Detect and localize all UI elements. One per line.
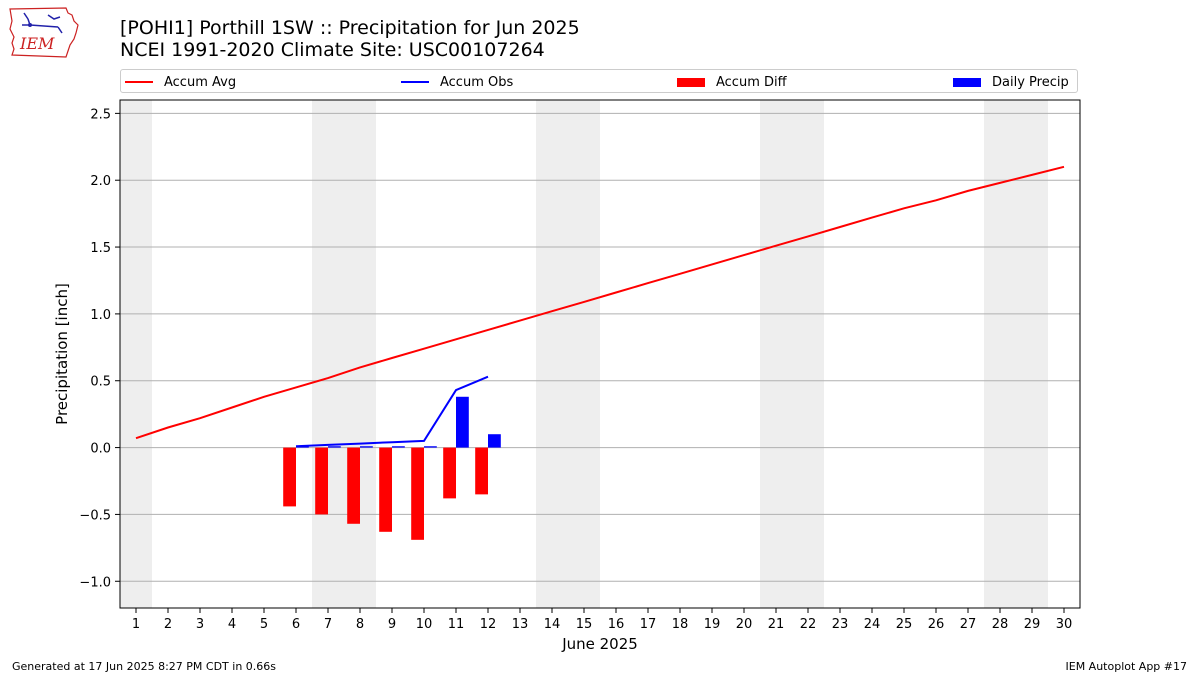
- x-tick-label: 9: [388, 617, 396, 632]
- app-credit: IEM Autoplot App #17: [1065, 660, 1188, 673]
- weekend-shade: [536, 100, 600, 608]
- x-tick-label: 15: [576, 617, 593, 632]
- y-tick-label: −1.0: [79, 575, 111, 590]
- x-tick-label: 25: [896, 617, 913, 632]
- legend-item-accum-avg: Accum Avg: [125, 73, 236, 91]
- accum-avg-line: [135, 165, 1065, 440]
- legend-swatch: [953, 77, 981, 87]
- accum-diff-bar: [475, 447, 488, 495]
- x-tick-label: 30: [1056, 617, 1073, 632]
- x-tick-label: 10: [416, 617, 433, 632]
- daily-precip-bar: [392, 446, 405, 448]
- y-tick-label: 2.5: [90, 107, 111, 122]
- accum-diff-bar: [379, 447, 392, 532]
- legend-label: Accum Obs: [440, 74, 514, 90]
- accum-diff-bar: [315, 447, 328, 515]
- x-tick-label: 23: [832, 617, 849, 632]
- daily-precip-bar: [328, 446, 341, 448]
- x-axis-label: June 2025: [561, 635, 638, 653]
- x-tick-label: 20: [736, 617, 753, 632]
- weekend-shade: [312, 100, 376, 608]
- x-tick-label: 26: [928, 617, 945, 632]
- x-tick-label: 18: [672, 617, 689, 632]
- weekend-shade: [984, 100, 1048, 608]
- y-axis-label: Precipitation [inch]: [53, 283, 71, 425]
- accum-diff-bar: [443, 447, 456, 499]
- x-tick-label: 4: [228, 617, 236, 632]
- weekend-shade: [760, 100, 824, 608]
- iowa-outline: [9, 7, 79, 58]
- y-tick-label: 1.0: [90, 308, 111, 323]
- y-tick-label: 1.5: [90, 241, 111, 256]
- x-tick-label: 17: [640, 617, 657, 632]
- weekend-shade: [120, 100, 152, 608]
- x-tick-label: 8: [356, 617, 364, 632]
- x-tick-label: 28: [992, 617, 1009, 632]
- legend-item-daily-precip: Daily Precip: [953, 73, 1069, 91]
- accum-diff-bar: [283, 447, 296, 507]
- legend-item-accum-diff: Accum Diff: [677, 73, 787, 91]
- chart-subtitle: NCEI 1991-2020 Climate Site: USC00107264: [120, 39, 545, 61]
- legend-label: Accum Avg: [164, 74, 237, 90]
- accum-obs-line: [295, 375, 489, 448]
- iem-logo: IEM: [9, 7, 79, 58]
- accum-diff-bar: [347, 447, 360, 524]
- legend-swatch: [125, 81, 153, 83]
- x-tick-label: 14: [544, 617, 561, 632]
- x-tick-label: 19: [704, 617, 721, 632]
- x-tick-label: 7: [324, 617, 332, 632]
- x-tick-label: 3: [196, 617, 204, 632]
- x-tick-label: 13: [512, 617, 529, 632]
- plot-frame: [119, 99, 1081, 609]
- y-tick-label: −0.5: [79, 508, 111, 523]
- x-tick-label: 21: [768, 617, 785, 632]
- y-tick-label: 0.5: [90, 375, 111, 390]
- legend-label: Accum Diff: [716, 74, 787, 90]
- x-tick-label: 12: [480, 617, 497, 632]
- daily-precip-bar: [456, 396, 469, 448]
- daily-precip-bar: [360, 446, 373, 448]
- legend-swatch: [401, 81, 429, 83]
- generated-timestamp: Generated at 17 Jun 2025 8:27 PM CDT in …: [12, 660, 277, 673]
- legend-label: Daily Precip: [992, 74, 1069, 90]
- x-tick-label: 11: [448, 617, 465, 632]
- x-tick-label: 16: [608, 617, 625, 632]
- chart-legend: Accum Avg Accum Obs Accum Diff Daily Precip: [120, 69, 1078, 93]
- x-tick-label: 2: [164, 617, 172, 632]
- x-tick-label: 22: [800, 617, 817, 632]
- logo-text: IEM: [19, 34, 55, 53]
- x-tick-label: 1: [132, 617, 140, 632]
- accum-diff-bar: [411, 447, 424, 540]
- x-tick-label: 6: [292, 617, 300, 632]
- chart-title: [POHI1] Porthill 1SW :: Precipitation fo…: [120, 17, 580, 39]
- daily-precip-bar: [488, 434, 501, 448]
- y-tick-label: 2.0: [90, 174, 111, 189]
- y-tick-label: 0.0: [90, 442, 111, 457]
- x-tick-label: 5: [260, 617, 268, 632]
- x-tick-label: 24: [864, 617, 881, 632]
- weather-mark: [22, 12, 63, 34]
- x-tick-label: 27: [960, 617, 977, 632]
- legend-swatch: [677, 77, 705, 87]
- legend-item-accum-obs: Accum Obs: [401, 73, 513, 91]
- x-tick-label: 29: [1024, 617, 1041, 632]
- daily-precip-bar: [424, 446, 437, 448]
